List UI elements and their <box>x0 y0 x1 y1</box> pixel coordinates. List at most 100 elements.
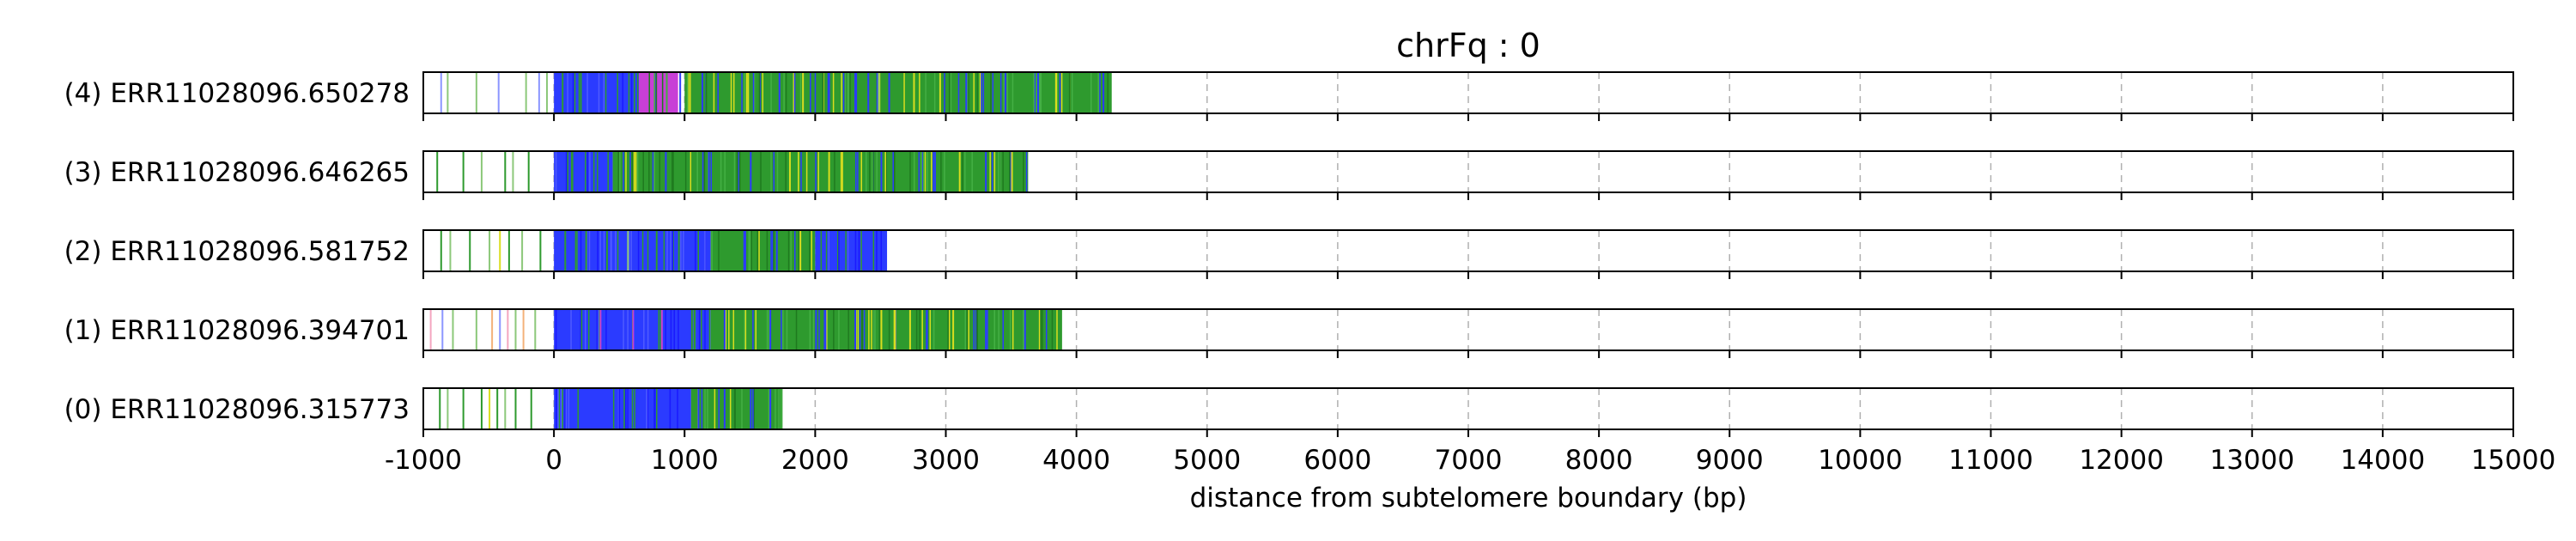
read-stripe <box>589 152 591 191</box>
x-tick-label: 0 <box>545 445 562 476</box>
read-mark <box>514 310 517 350</box>
read-stripe <box>964 310 967 350</box>
read-stripe <box>892 152 894 191</box>
read-stripe <box>933 310 935 350</box>
read-stripe <box>832 73 835 112</box>
read-stripe <box>857 152 859 191</box>
read-stripe <box>605 310 607 350</box>
read-stripe <box>981 73 982 112</box>
read-stripe <box>598 310 600 350</box>
read-stripe <box>671 152 673 191</box>
read-stripe <box>666 231 668 270</box>
read-stripe <box>817 152 819 191</box>
read-mark <box>1011 152 1013 191</box>
read-stripe <box>756 231 759 270</box>
read-mark <box>769 310 772 350</box>
read-stripe <box>934 152 936 191</box>
read-mark <box>778 73 781 112</box>
read-stripe <box>1003 73 1005 112</box>
read-stripe <box>653 152 655 191</box>
read-stripe <box>656 389 658 429</box>
read-stripe <box>773 152 775 191</box>
read-mark <box>888 73 890 112</box>
read-stripe <box>866 152 867 191</box>
read-stripe <box>617 389 620 429</box>
read-stripe <box>744 73 745 112</box>
read-stripe <box>1051 310 1054 350</box>
read-stripe <box>652 152 654 191</box>
read-stripe <box>741 389 743 429</box>
read-stripe <box>1039 73 1041 112</box>
read-stripe <box>564 389 566 429</box>
read-mark <box>512 152 514 191</box>
read-stripe <box>982 73 985 112</box>
read-mark <box>775 231 778 270</box>
read-stripe <box>1060 73 1063 112</box>
x-tick-label: 8000 <box>1565 445 1633 476</box>
read-stripe <box>947 310 949 350</box>
read-stripe <box>599 231 601 270</box>
read-stripe <box>562 389 563 429</box>
read-stripe <box>998 152 999 191</box>
read-stripe <box>894 310 896 350</box>
read-stripe <box>878 310 881 350</box>
read-stripe <box>586 73 588 112</box>
read-stripe <box>968 73 969 112</box>
read-stripe <box>628 73 630 112</box>
read-mark <box>660 310 663 350</box>
read-stripe <box>884 152 886 191</box>
read-stripe <box>872 231 875 270</box>
read-stripe <box>588 231 591 270</box>
read-stripe <box>1023 152 1024 191</box>
read-stripe <box>558 389 561 429</box>
x-tick-label: 12000 <box>2079 445 2164 476</box>
read-segment <box>554 389 691 429</box>
read-stripe <box>718 389 720 429</box>
read-stripe <box>919 310 920 350</box>
read-stripe <box>555 310 557 350</box>
read-stripe <box>578 73 580 112</box>
read-stripe <box>630 73 633 112</box>
read-stripe <box>733 389 736 429</box>
read-stripe <box>987 310 988 350</box>
read-stripe <box>811 231 812 270</box>
read-mark <box>504 152 507 191</box>
read-stripe <box>800 152 802 191</box>
read-stripe <box>677 310 679 350</box>
read-mark <box>1004 73 1006 112</box>
read-stripe <box>1012 73 1014 112</box>
read-mark <box>489 231 491 270</box>
read-stripe <box>704 310 706 350</box>
read-stripe <box>876 231 878 270</box>
read-stripe <box>962 152 963 191</box>
read-stripe <box>713 73 715 112</box>
read-stripe <box>732 73 735 112</box>
read-stripe <box>701 389 703 429</box>
read-stripe <box>627 310 629 350</box>
read-stripe <box>876 73 878 112</box>
read-stripe <box>758 73 761 112</box>
read-stripe <box>753 389 755 429</box>
read-mark <box>491 310 494 350</box>
read-stripe <box>703 152 706 191</box>
read-stripe <box>618 389 621 429</box>
read-stripe <box>787 231 790 270</box>
read-stripe <box>845 231 847 270</box>
read-stripe <box>847 73 848 112</box>
read-stripe <box>1068 73 1071 112</box>
read-stripe <box>820 231 823 270</box>
read-stripe <box>653 389 656 429</box>
read-stripe <box>894 152 896 191</box>
read-stripe <box>768 389 770 429</box>
read-stripe <box>696 152 698 191</box>
read-stripe <box>572 152 574 191</box>
read-mark <box>469 231 471 270</box>
read-mark <box>480 389 483 429</box>
track-row: (1) ERR11028096.394701 <box>64 308 2514 358</box>
read-stripe <box>669 389 671 429</box>
read-stripe <box>744 310 745 350</box>
read-stripe <box>826 310 828 350</box>
read-stripe <box>940 152 942 191</box>
read-stripe <box>918 152 920 191</box>
read-mark <box>489 389 491 429</box>
